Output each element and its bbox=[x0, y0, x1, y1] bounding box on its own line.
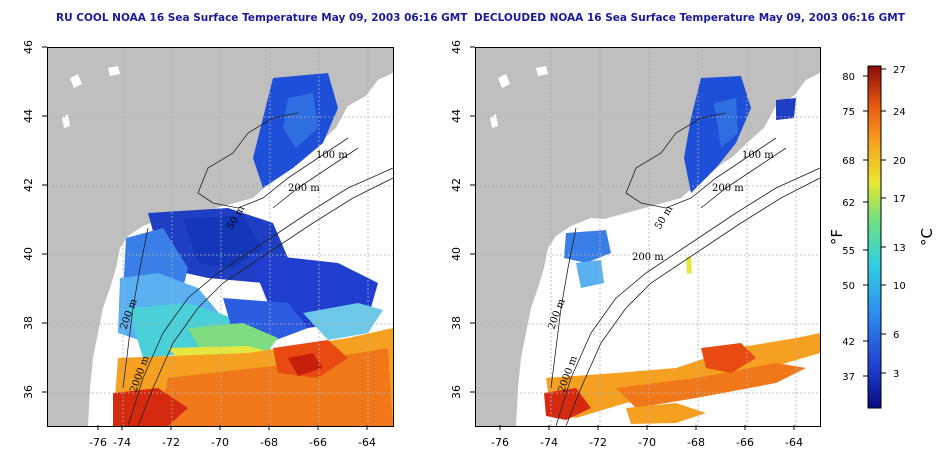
x-tick-left: -66 bbox=[309, 436, 327, 449]
right-map-panel: 100 m 200 m 50 m 200 m 200 m 2000 m bbox=[475, 47, 821, 427]
x-tick-right: -64 bbox=[785, 436, 803, 449]
x-tick-right: -68 bbox=[687, 436, 705, 449]
x-tick-left: -74 bbox=[113, 436, 131, 449]
f-tick: 62 bbox=[842, 198, 855, 209]
x-tick-left: -70 bbox=[211, 436, 229, 449]
c-tick: 24 bbox=[893, 107, 906, 118]
celsius-unit-label: °C bbox=[918, 228, 936, 246]
right-map-title: DECLOUDED NOAA 16 Sea Surface Temperatur… bbox=[474, 12, 905, 24]
map-grid bbox=[476, 48, 820, 426]
f-tick: 80 bbox=[842, 72, 855, 83]
x-tick-left: -76 bbox=[89, 436, 107, 449]
c-tick: 10 bbox=[893, 281, 906, 292]
f-tick: 55 bbox=[842, 246, 855, 257]
left-sst-map: 100 m 200 m 50 m 200 m 2000 m bbox=[48, 48, 393, 426]
contour-label-200m-north: 200 m bbox=[288, 183, 320, 194]
c-tick: 13 bbox=[893, 243, 906, 254]
f-tick: 75 bbox=[842, 107, 855, 118]
fahrenheit-ticks: 80 75 68 62 55 50 42 37 bbox=[842, 72, 855, 383]
y-tick-left: 36 bbox=[22, 385, 35, 399]
y-tick-right: 44 bbox=[450, 109, 463, 123]
f-tick: 37 bbox=[842, 372, 855, 383]
c-tick: 20 bbox=[893, 156, 906, 167]
temperature-colorbar: 80 75 68 62 55 50 42 37 27 24 20 17 13 1… bbox=[828, 65, 936, 409]
f-tick: 68 bbox=[842, 156, 855, 167]
left-map-title: RU COOL NOAA 16 Sea Surface Temperature … bbox=[56, 12, 468, 24]
c-tick: 6 bbox=[893, 330, 899, 341]
x-tick-right: -74 bbox=[540, 436, 558, 449]
fahrenheit-unit-label: °F bbox=[828, 229, 846, 245]
colorbar-gradient bbox=[867, 65, 882, 409]
x-tick-left: -64 bbox=[358, 436, 376, 449]
f-tick: 42 bbox=[842, 337, 855, 348]
isobath-contours bbox=[550, 112, 820, 426]
c-tick: 27 bbox=[893, 65, 906, 76]
contour-label-100m: 100 m bbox=[316, 150, 348, 161]
y-tick-left: 42 bbox=[22, 178, 35, 192]
sst-field bbox=[113, 73, 393, 426]
y-tick-right: 42 bbox=[450, 178, 463, 192]
y-tick-left: 44 bbox=[22, 109, 35, 123]
y-tick-right: 36 bbox=[450, 385, 463, 399]
x-tick-right: -72 bbox=[589, 436, 607, 449]
contour-label-200m-mid: 200 m bbox=[632, 252, 664, 263]
right-sst-map: 100 m 200 m 50 m 200 m 200 m 2000 m bbox=[476, 48, 820, 426]
f-tick: 50 bbox=[842, 281, 855, 292]
contour-label-200m-north: 200 m bbox=[712, 183, 744, 194]
sst-field bbox=[544, 76, 820, 424]
x-tick-left: -72 bbox=[162, 436, 180, 449]
left-map-panel: 100 m 200 m 50 m 200 m 2000 m bbox=[47, 47, 394, 427]
y-tick-right: 46 bbox=[450, 40, 463, 54]
y-tick-right: 40 bbox=[450, 247, 463, 261]
c-tick: 3 bbox=[893, 369, 899, 380]
isobath-contours bbox=[122, 112, 393, 426]
contour-label-100m: 100 m bbox=[742, 150, 774, 161]
celsius-ticks: 27 24 20 17 13 10 6 3 bbox=[893, 65, 906, 380]
y-tick-right: 38 bbox=[450, 316, 463, 330]
x-tick-left: -68 bbox=[260, 436, 278, 449]
c-tick: 17 bbox=[893, 194, 906, 205]
x-tick-right: -66 bbox=[736, 436, 754, 449]
y-tick-left: 40 bbox=[22, 247, 35, 261]
map-grid bbox=[48, 48, 393, 426]
y-tick-left: 38 bbox=[22, 316, 35, 330]
y-tick-left: 46 bbox=[22, 40, 35, 54]
x-tick-right: -76 bbox=[491, 436, 509, 449]
x-tick-right: -70 bbox=[638, 436, 656, 449]
